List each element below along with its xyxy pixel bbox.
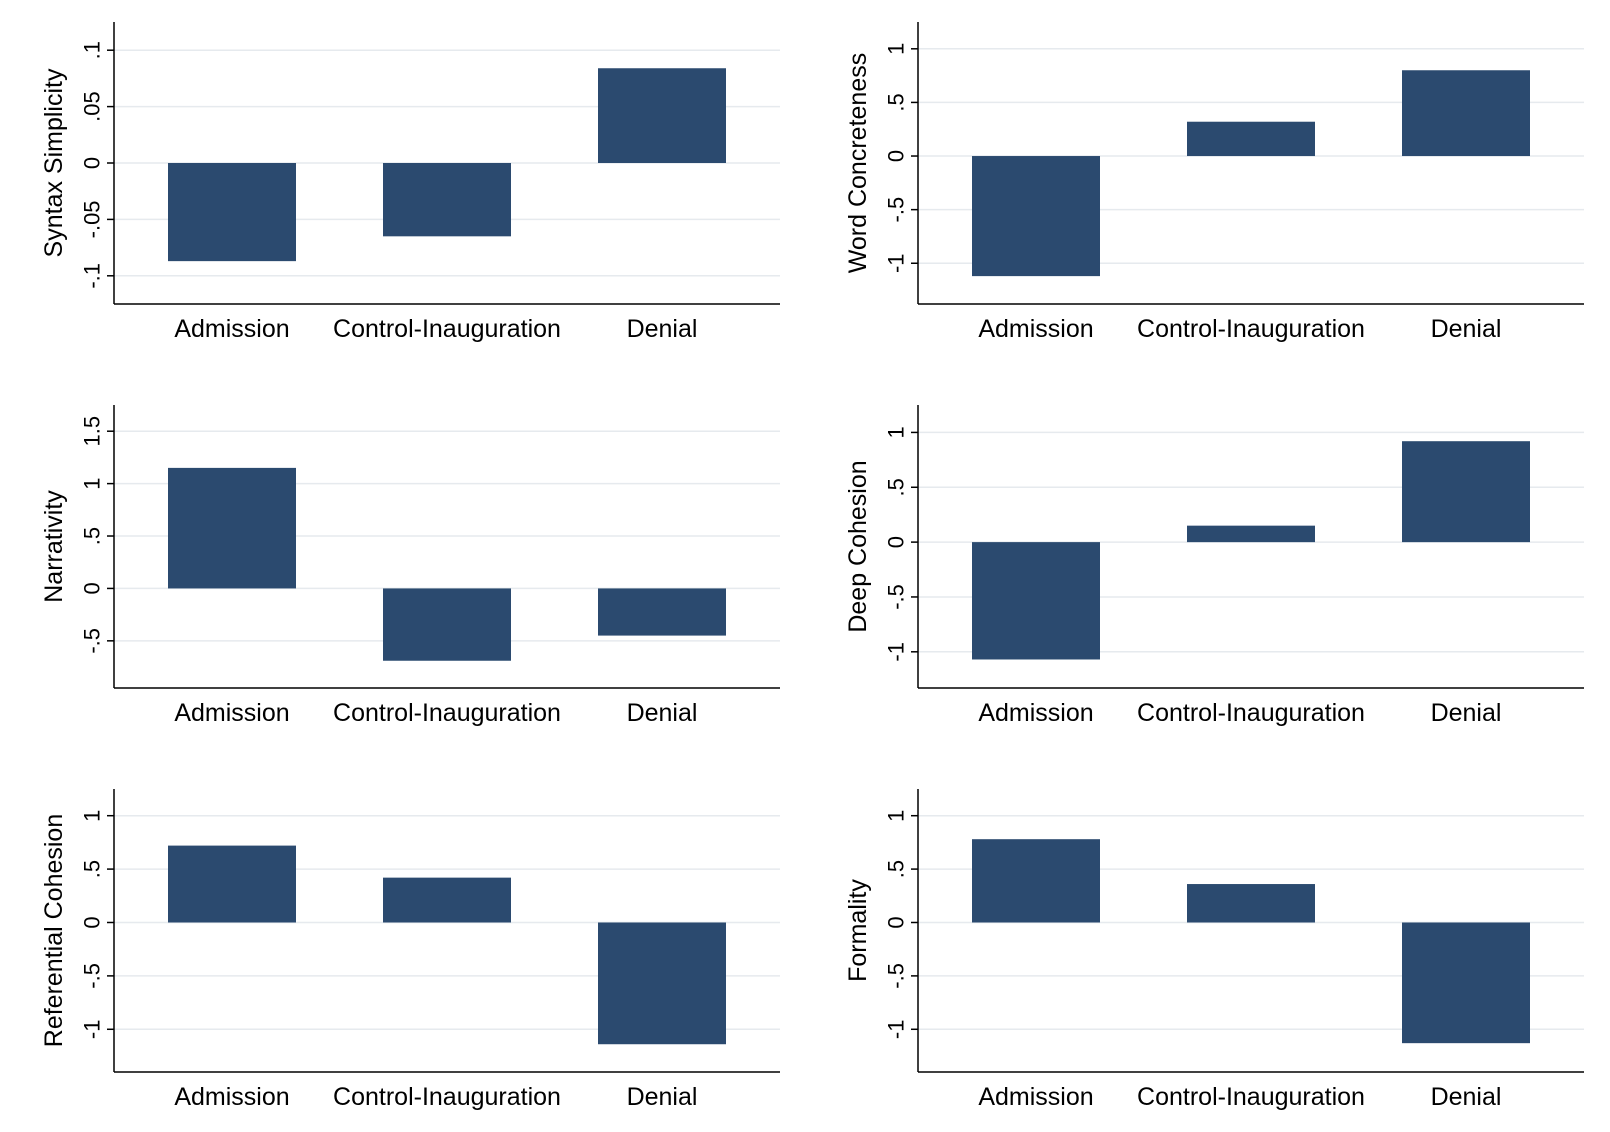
x-tick-label: Control-Inauguration xyxy=(333,1083,561,1111)
y-axis-title: Narrativity xyxy=(40,490,68,603)
y-tick-label: 1 xyxy=(80,477,105,489)
y-tick-label: 0 xyxy=(884,150,909,162)
x-tick-label: Control-Inauguration xyxy=(1137,1083,1365,1111)
y-tick-label: 0 xyxy=(80,916,105,928)
y-tick-label: -.05 xyxy=(80,200,105,238)
bar-control-inauguration xyxy=(1187,884,1315,923)
chart-panel-3: -.5 0 .5 1 1.5 Admission Control-Inauguration D… xyxy=(40,405,780,727)
y-tick-label: .05 xyxy=(80,91,105,122)
chart-panel-1: -.1 -.05 0 .05 .1 Admission Control-Inaugurati… xyxy=(40,22,780,343)
y-tick-label: -.5 xyxy=(884,197,909,223)
chart-panel-2: -1 -.5 0 .5 1 Admission Control-Inauguration De… xyxy=(844,22,1584,343)
y-tick-label: 1.5 xyxy=(80,416,105,447)
bar-admission xyxy=(168,163,296,262)
y-tick-label: .1 xyxy=(80,41,105,59)
x-tick-label: Denial xyxy=(627,699,698,727)
y-axis-title: Word Concreteness xyxy=(844,53,872,273)
x-tick-label: Denial xyxy=(1431,315,1502,343)
bar-control-inauguration xyxy=(1187,121,1315,157)
y-tick-label: .5 xyxy=(884,478,909,496)
y-tick-label: -.1 xyxy=(80,263,105,289)
y-tick-label: -.5 xyxy=(80,628,105,654)
bar-control-inauguration xyxy=(1187,525,1315,543)
y-tick-label: .5 xyxy=(80,860,105,878)
y-tick-label: -.5 xyxy=(80,963,105,989)
bar-admission xyxy=(168,845,296,923)
x-tick-label: Admission xyxy=(978,1083,1093,1111)
x-tick-label: Denial xyxy=(627,1083,698,1111)
x-tick-label: Denial xyxy=(627,315,698,343)
y-tick-label: 1 xyxy=(884,426,909,438)
x-tick-label: Admission xyxy=(174,315,289,343)
bar-denial xyxy=(1402,922,1530,1044)
y-tick-label: -.5 xyxy=(884,963,909,989)
bar-denial xyxy=(1402,441,1530,543)
bar-control-inauguration xyxy=(383,588,511,661)
x-tick-label: Control-Inauguration xyxy=(1137,315,1365,343)
y-axis-title: Referential Cohesion xyxy=(40,814,68,1047)
x-tick-label: Control-Inauguration xyxy=(1137,699,1365,727)
y-tick-label: -1 xyxy=(884,1020,909,1040)
x-tick-label: Control-Inauguration xyxy=(333,699,561,727)
bar-admission xyxy=(972,156,1100,277)
chart-panel-4: -1 -.5 0 .5 1 Admission Control-Inauguration De… xyxy=(844,405,1584,727)
y-tick-label: -1 xyxy=(884,642,909,662)
bar-denial xyxy=(598,588,726,636)
y-axis-title: Syntax Simplicity xyxy=(40,68,68,257)
x-tick-label: Denial xyxy=(1431,1083,1502,1111)
y-tick-label: 0 xyxy=(884,536,909,548)
x-tick-label: Admission xyxy=(174,1083,289,1111)
y-axis-title: Deep Cohesion xyxy=(844,460,872,632)
chart-panel-5: -1 -.5 0 .5 1 Admission Control-Inauguration De… xyxy=(40,789,780,1111)
y-tick-label: 1 xyxy=(884,810,909,822)
y-tick-label: .5 xyxy=(884,93,909,111)
y-tick-label: 0 xyxy=(884,916,909,928)
bar-admission xyxy=(168,467,296,589)
bar-denial xyxy=(1402,70,1530,157)
y-tick-label: -.5 xyxy=(884,584,909,610)
y-axis-title: Formality xyxy=(844,879,872,982)
bar-admission xyxy=(972,542,1100,660)
x-tick-label: Admission xyxy=(174,699,289,727)
bar-denial xyxy=(598,68,726,163)
chart-panel-6: -1 -.5 0 .5 1 Admission Control-Inauguration De… xyxy=(844,789,1584,1111)
bar-control-inauguration xyxy=(383,877,511,923)
x-tick-label: Denial xyxy=(1431,699,1502,727)
y-tick-label: 0 xyxy=(80,157,105,169)
bar-denial xyxy=(598,922,726,1045)
y-tick-label: -1 xyxy=(884,253,909,273)
x-tick-label: Admission xyxy=(978,699,1093,727)
bar-control-inauguration xyxy=(383,163,511,237)
x-tick-label: Admission xyxy=(978,315,1093,343)
y-tick-label: 1 xyxy=(80,810,105,822)
y-tick-label: -1 xyxy=(80,1020,105,1040)
x-tick-label: Control-Inauguration xyxy=(333,315,561,343)
bar-admission xyxy=(972,839,1100,923)
y-tick-label: .5 xyxy=(884,860,909,878)
y-tick-label: 1 xyxy=(884,43,909,55)
y-tick-label: .5 xyxy=(80,527,105,545)
y-tick-label: 0 xyxy=(80,582,105,594)
